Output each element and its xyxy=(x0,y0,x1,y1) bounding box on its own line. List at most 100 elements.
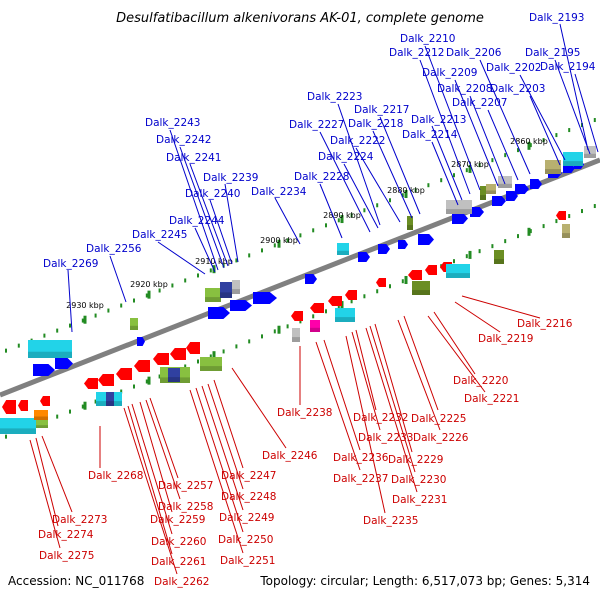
tick-row-forward xyxy=(517,148,519,153)
cog-box-shade xyxy=(130,325,138,330)
gene-label-reverse[interactable]: Dalk_2225 xyxy=(411,413,467,425)
gene-label-forward[interactable]: Dalk_2209 xyxy=(422,67,478,79)
gene-label-reverse[interactable]: Dalk_2261 xyxy=(151,556,207,568)
gene-label-reverse[interactable]: Dalk_2230 xyxy=(391,474,447,486)
callout-forward xyxy=(224,183,239,263)
gene-label-forward[interactable]: Dalk_2234 xyxy=(251,186,307,198)
gene-label-forward[interactable]: Dalk_2202 xyxy=(486,62,542,74)
gene-label-forward[interactable]: Dalk_2213 xyxy=(411,114,467,126)
gene-label-reverse[interactable]: Dalk_2268 xyxy=(88,470,144,482)
gene-label-reverse[interactable]: Dalk_2221 xyxy=(464,393,520,405)
gene-label-reverse[interactable]: Dalk_2247 xyxy=(221,470,277,482)
gene-label-forward[interactable]: Dalk_2245 xyxy=(132,229,188,241)
gene-label-reverse[interactable]: Dalk_2226 xyxy=(413,432,469,444)
gene-label-reverse[interactable]: Dalk_2274 xyxy=(38,529,94,541)
gene-label-reverse[interactable]: Dalk_2238 xyxy=(277,407,333,419)
tick-row-forward xyxy=(337,218,340,223)
reverse-gene-arrow xyxy=(134,360,150,372)
gene-label-forward[interactable]: Dalk_2223 xyxy=(307,91,363,103)
gene-label-forward[interactable]: Dalk_2241 xyxy=(166,152,222,164)
gene-label-reverse[interactable]: Dalk_2236 xyxy=(333,452,389,464)
gene-label-forward[interactable]: Dalk_2206 xyxy=(446,47,502,59)
gene-label-forward[interactable]: Dalk_2242 xyxy=(156,134,212,146)
gene-label-reverse[interactable]: Dalk_2249 xyxy=(219,512,275,524)
gene-label-reverse[interactable]: Dalk_2258 xyxy=(158,501,214,513)
callout-reverse xyxy=(461,295,541,319)
tick-row-reverse xyxy=(299,319,302,324)
gene-label-reverse[interactable]: Dalk_2248 xyxy=(221,491,277,503)
gene-label-reverse[interactable]: Dalk_2273 xyxy=(52,514,108,526)
gene-label-forward[interactable]: Dalk_2207 xyxy=(452,97,508,109)
cog-box xyxy=(232,280,240,294)
callout-reverse xyxy=(345,335,386,514)
tick-row-forward xyxy=(465,168,468,173)
tick-row-forward xyxy=(555,133,558,138)
gene-label-forward[interactable]: Dalk_2208 xyxy=(437,83,493,95)
gene-label-reverse[interactable]: Dalk_2229 xyxy=(388,454,444,466)
gene-label-forward[interactable]: Dalk_2269 xyxy=(43,258,99,270)
callout-forward xyxy=(424,45,481,191)
gene-label-reverse[interactable]: Dalk_2275 xyxy=(39,550,95,562)
callout-reverse xyxy=(149,397,179,479)
cog-box-shade xyxy=(335,317,355,322)
cog-box-shade xyxy=(498,183,512,188)
cog-box-shade xyxy=(407,225,413,230)
gene-label-forward[interactable]: Dalk_2239 xyxy=(203,172,259,184)
gene-label-forward[interactable]: Dalk_2195 xyxy=(525,47,581,59)
gene-label-reverse[interactable]: Dalk_2216 xyxy=(517,318,573,330)
tick-row-reverse xyxy=(69,409,71,414)
cog-box-shade xyxy=(0,428,36,434)
major-tick xyxy=(277,239,281,248)
kbp-label: 2930 kbp xyxy=(66,301,104,310)
gene-label-forward[interactable]: Dalk_2194 xyxy=(540,61,596,73)
gene-label-reverse[interactable]: Dalk_2235 xyxy=(363,515,419,527)
gene-label-forward[interactable]: Dalk_2214 xyxy=(402,129,458,141)
gene-label-forward[interactable]: Dalk_2224 xyxy=(318,151,374,163)
tick-row-forward xyxy=(504,153,507,158)
tick-row-forward xyxy=(286,238,289,243)
gene-label-reverse[interactable]: Dalk_2233 xyxy=(358,432,414,444)
tick-row-reverse xyxy=(197,359,199,364)
cog-box xyxy=(310,320,320,332)
gene-label-forward[interactable]: Dalk_2203 xyxy=(490,83,546,95)
reverse-gene-arrow xyxy=(186,342,200,354)
gene-label-forward[interactable]: Dalk_2212 xyxy=(389,47,445,59)
callout-forward xyxy=(419,59,471,195)
gene-label-reverse[interactable]: Dalk_2220 xyxy=(453,375,509,387)
gene-label-reverse[interactable]: Dalk_2237 xyxy=(333,473,389,485)
gene-label-forward[interactable]: Dalk_2228 xyxy=(294,171,350,183)
gene-label-reverse[interactable]: Dalk_2246 xyxy=(262,450,318,462)
gene-label-forward[interactable]: Dalk_2227 xyxy=(289,119,345,131)
gene-label-forward[interactable]: Dalk_2222 xyxy=(330,135,386,147)
gene-label-reverse[interactable]: Dalk_2259 xyxy=(150,514,206,526)
gene-label-forward[interactable]: Dalk_2218 xyxy=(348,118,404,130)
gene-label-reverse[interactable]: Dalk_2219 xyxy=(478,333,534,345)
tick-row-forward xyxy=(427,183,430,188)
tick-row-reverse xyxy=(478,249,481,254)
gene-label-forward[interactable]: Dalk_2243 xyxy=(145,117,201,129)
gene-label-forward[interactable]: Dalk_2244 xyxy=(169,215,225,227)
gene-label-forward[interactable]: Dalk_2217 xyxy=(354,104,410,116)
gene-label-reverse[interactable]: Dalk_2251 xyxy=(220,555,276,567)
forward-gene-arrow xyxy=(418,234,434,245)
reverse-gene-arrow xyxy=(2,400,16,414)
callout-reverse xyxy=(139,401,173,513)
tick-row-reverse xyxy=(593,204,596,209)
callout-forward xyxy=(67,269,73,333)
gene-label-reverse[interactable]: Dalk_2262 xyxy=(154,576,210,588)
gene-label-reverse[interactable]: Dalk_2257 xyxy=(158,480,214,492)
gene-label-reverse[interactable]: Dalk_2250 xyxy=(218,534,274,546)
gene-label-reverse[interactable]: Dalk_2232 xyxy=(353,412,409,424)
callout-forward xyxy=(554,59,591,155)
gene-label-reverse[interactable]: Dalk_2231 xyxy=(392,494,448,506)
gene-label-forward[interactable]: Dalk_2193 xyxy=(529,12,585,24)
tick-row-forward xyxy=(81,318,84,323)
callout-reverse xyxy=(131,403,173,535)
gene-label-reverse[interactable]: Dalk_2260 xyxy=(151,536,207,548)
gene-label-forward[interactable]: Dalk_2210 xyxy=(400,33,456,45)
gene-label-forward[interactable]: Dalk_2256 xyxy=(86,243,142,255)
kbp-label: 2900 kbp xyxy=(260,236,298,245)
cog-box xyxy=(407,216,413,230)
gene-label-forward[interactable]: Dalk_2240 xyxy=(185,188,241,200)
